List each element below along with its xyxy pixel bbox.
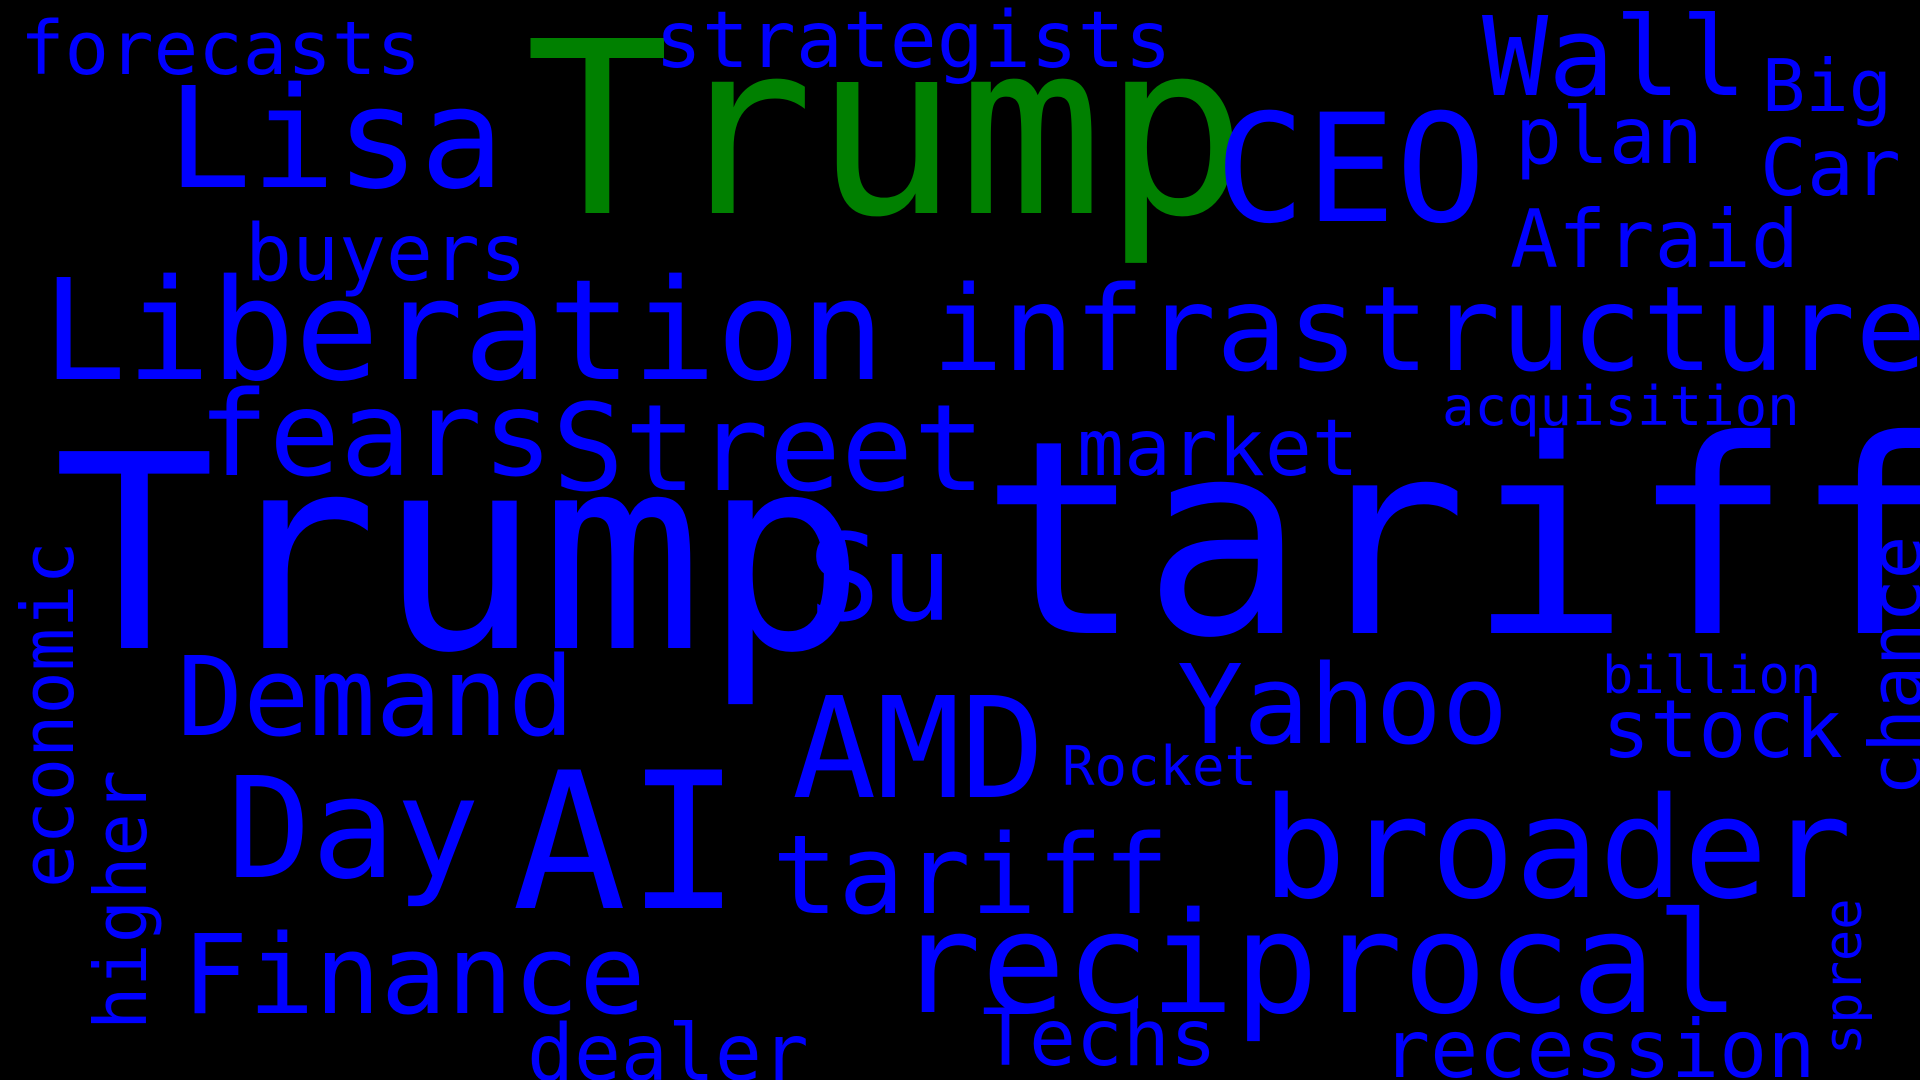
word-rocket: Rocket <box>1062 735 1258 798</box>
word-broader: broader <box>1262 768 1853 931</box>
word-strategists: strategists <box>655 0 1172 86</box>
word-tariff-small: tariff <box>772 811 1170 939</box>
word-yahoo: Yahoo <box>1177 641 1509 769</box>
word-plan: plan <box>1515 92 1703 182</box>
word-tariff: tariff <box>980 382 1920 697</box>
word-chance: chance <box>1854 535 1920 796</box>
word-trump: Trump <box>53 397 866 712</box>
word-su: Su <box>808 510 953 649</box>
word-ceo: CEO <box>1215 83 1486 257</box>
word-trump-highlight: Trump <box>525 0 1248 270</box>
word-techs: Techs <box>982 994 1217 1080</box>
word-infrastructure: infrastructure <box>932 260 1920 398</box>
word-acquisition: acquisition <box>1442 375 1800 438</box>
word-recession: recession <box>1382 1003 1816 1080</box>
word-wall: Wall <box>1482 0 1747 121</box>
word-ai: AI <box>512 732 741 953</box>
word-car: Car <box>1760 124 1901 214</box>
word-dealer: dealer <box>527 1009 809 1080</box>
word-lisa: Lisa <box>167 58 505 221</box>
word-day: Day <box>227 748 480 911</box>
word-street: Street <box>552 380 986 519</box>
word-fears: fears <box>198 365 554 503</box>
word-billion: billion <box>1602 646 1822 706</box>
word-big: Big <box>1762 44 1893 128</box>
word-amd: AMD <box>792 668 1045 831</box>
word-stock: stock <box>1602 683 1843 776</box>
word-buyers: buyers <box>245 209 527 299</box>
word-finance: Finance <box>182 911 646 1039</box>
word-afraid: Afraid <box>1510 193 1799 286</box>
word-forecasts: forecasts <box>20 6 421 92</box>
word-demand: Demand <box>177 633 575 761</box>
word-liberation: Liberation <box>42 250 885 413</box>
word-higher: higher <box>79 769 163 1030</box>
word-spree: spree <box>1814 898 1874 1055</box>
word-reciprocal: reciprocal <box>897 883 1740 1046</box>
word-market: market <box>1077 404 1359 494</box>
